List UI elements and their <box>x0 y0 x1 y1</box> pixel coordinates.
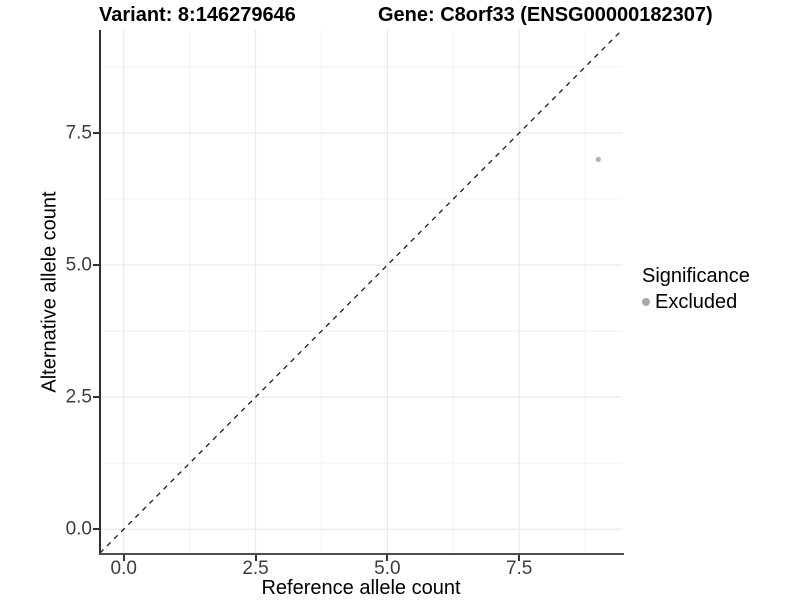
identity-reference-line <box>100 30 622 553</box>
legend: Significance Excluded <box>642 265 750 313</box>
data-point-excluded <box>595 156 601 163</box>
x-tick-label: 7.5 <box>505 558 533 579</box>
y-axis-title: Alternative allele count <box>38 191 61 393</box>
x-tick-label: 5.0 <box>374 558 401 579</box>
plot-panel <box>100 30 622 553</box>
x-tick-mark <box>122 555 125 561</box>
variant-title: Variant: 8:146279646 <box>99 4 296 26</box>
y-tick-mark <box>93 264 99 267</box>
x-tick-mark <box>386 555 389 561</box>
y-tick-mark <box>93 528 99 531</box>
legend-item-label: Excluded <box>655 290 738 313</box>
x-tick-label: 0.0 <box>110 558 137 579</box>
x-axis-line <box>99 553 624 555</box>
x-tick-mark <box>254 555 257 561</box>
legend-key-dot-icon <box>642 298 650 306</box>
y-tick-label: 0.0 <box>65 518 92 540</box>
y-tick-mark <box>93 132 99 134</box>
y-tick-label: 5.0 <box>65 254 92 276</box>
x-tick-label: 2.5 <box>242 558 269 579</box>
plot-canvas <box>100 30 622 553</box>
y-axis-line <box>99 30 101 555</box>
y-tick-label: 7.5 <box>65 122 92 144</box>
y-tick-mark <box>93 396 99 399</box>
legend-title: Significance <box>642 265 750 287</box>
y-tick-label: 2.5 <box>65 386 92 408</box>
x-tick-mark <box>518 555 521 561</box>
x-axis-title: Reference allele count <box>261 577 461 599</box>
gene-title: Gene: C8orf33 (ENSG00000182307) <box>378 4 713 26</box>
legend-item-excluded: Excluded <box>642 291 750 313</box>
